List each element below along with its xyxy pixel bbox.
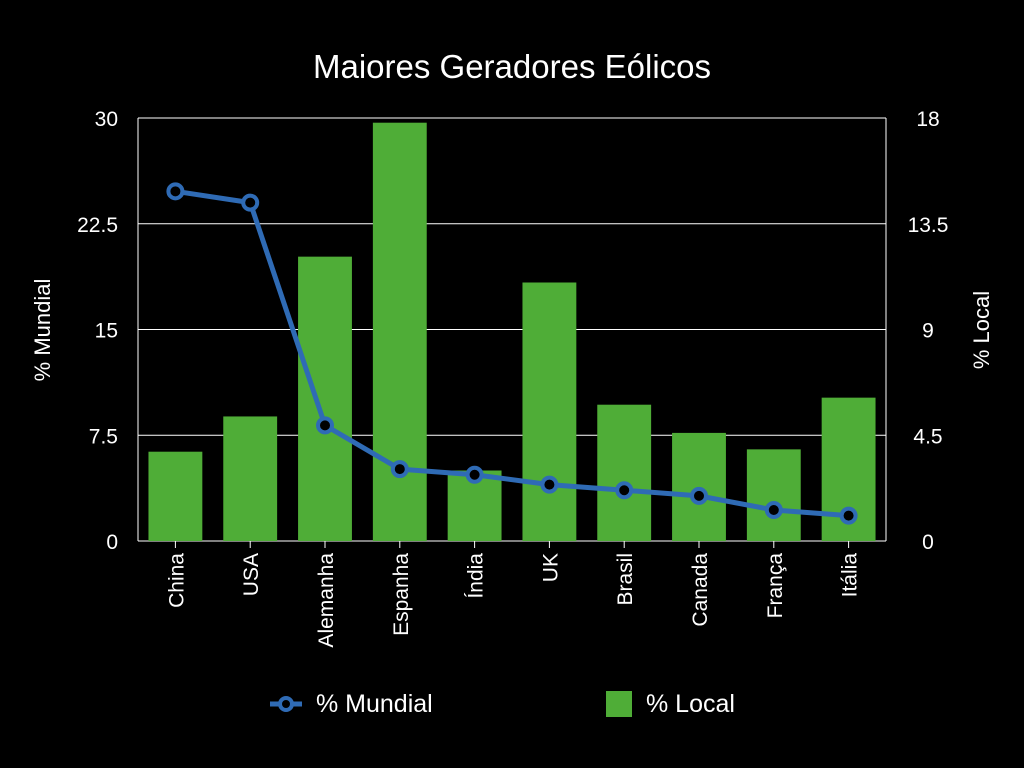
bar	[597, 404, 652, 541]
line-point	[540, 475, 559, 494]
x-tick-label: Brasil	[614, 553, 637, 606]
line-point	[166, 182, 185, 201]
line-point	[390, 460, 409, 479]
line-point	[316, 416, 334, 435]
legend-line-marker-icon	[270, 696, 302, 712]
x-tick-label: Índia	[465, 553, 488, 599]
left-tick-label: 22.5	[77, 214, 118, 237]
line-point	[465, 465, 484, 484]
x-tick-label: Itália	[839, 553, 862, 598]
legend-label-mundial: % Mundial	[316, 689, 433, 718]
legend-label-local: % Local	[646, 689, 735, 718]
bar	[148, 451, 203, 541]
x-tick-label: UK	[539, 553, 562, 582]
x-tick-label: USA	[240, 553, 263, 596]
line-point	[241, 193, 260, 212]
bar	[372, 122, 427, 541]
legend-item-local: % Local	[606, 686, 735, 722]
series-line	[175, 188, 849, 519]
left-tick-label: 0	[106, 531, 118, 554]
right-tick-label: 13.5	[908, 214, 949, 237]
left-tick-label: 30	[95, 108, 118, 131]
x-tick-label: Alemanha	[315, 553, 338, 648]
right-tick-label: 0	[922, 531, 934, 554]
line-point	[764, 500, 783, 519]
right-tick-label: 18	[916, 108, 939, 131]
x-tick-label: Canada	[689, 553, 712, 627]
left-tick-label: 15	[95, 320, 118, 343]
x-tick-label: França	[764, 553, 787, 619]
line-point	[839, 506, 858, 525]
right-tick-label: 9	[922, 320, 934, 343]
x-tick-label: China	[165, 553, 188, 608]
legend-bar-swatch-icon	[606, 691, 632, 717]
bar	[298, 256, 352, 541]
bar	[223, 416, 278, 541]
bar	[746, 449, 801, 541]
x-tick-label: Espanha	[390, 553, 413, 636]
legend-item-mundial: % Mundial	[270, 686, 433, 722]
line-point	[615, 481, 634, 500]
chart-title: Maiores Geradores Eólicos	[313, 48, 711, 85]
bar	[522, 282, 577, 541]
left-tick-label: 7.5	[89, 425, 118, 448]
right-tick-label: 4.5	[913, 425, 942, 448]
line-point	[690, 486, 708, 505]
